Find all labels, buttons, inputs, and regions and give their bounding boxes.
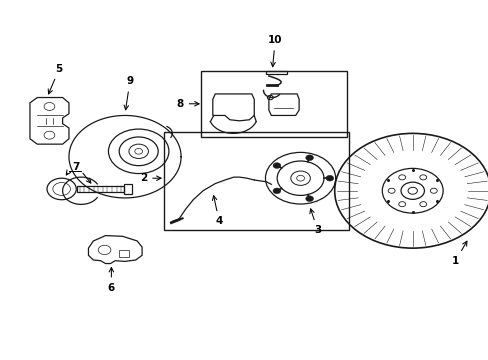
Text: 2: 2 xyxy=(140,173,161,183)
Text: 8: 8 xyxy=(176,99,199,109)
Text: 3: 3 xyxy=(309,209,321,235)
Text: 1: 1 xyxy=(451,241,466,266)
Bar xyxy=(77,186,123,192)
Text: 7: 7 xyxy=(72,162,80,172)
Bar xyxy=(123,184,132,194)
Circle shape xyxy=(272,188,280,194)
Circle shape xyxy=(305,196,313,202)
Bar xyxy=(266,71,286,74)
Text: 5: 5 xyxy=(48,64,62,94)
Text: 10: 10 xyxy=(267,35,282,67)
Bar xyxy=(200,71,346,137)
Bar xyxy=(163,132,348,230)
Circle shape xyxy=(272,163,280,168)
Text: 6: 6 xyxy=(107,267,115,293)
Circle shape xyxy=(305,155,313,161)
Circle shape xyxy=(325,175,333,181)
Text: 4: 4 xyxy=(212,196,223,226)
Bar xyxy=(119,250,129,257)
Text: 9: 9 xyxy=(124,76,133,110)
